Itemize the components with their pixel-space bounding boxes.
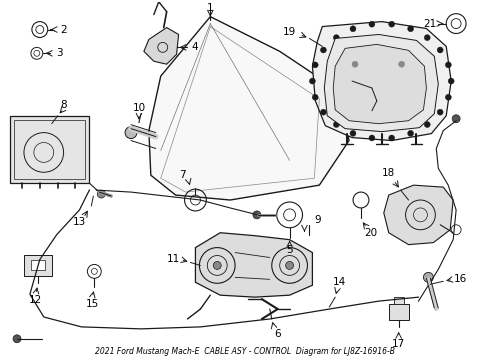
- Polygon shape: [149, 17, 349, 200]
- Text: 8: 8: [60, 100, 67, 110]
- Text: 17: 17: [392, 339, 405, 349]
- FancyBboxPatch shape: [393, 297, 404, 304]
- Text: 2: 2: [60, 24, 67, 35]
- Circle shape: [352, 61, 358, 67]
- Circle shape: [320, 109, 326, 115]
- Polygon shape: [324, 35, 438, 132]
- Text: 15: 15: [86, 299, 99, 309]
- FancyBboxPatch shape: [389, 304, 409, 320]
- Circle shape: [369, 21, 375, 27]
- Polygon shape: [196, 233, 313, 297]
- Circle shape: [286, 261, 294, 269]
- Circle shape: [320, 47, 326, 53]
- Text: 16: 16: [453, 274, 466, 284]
- FancyBboxPatch shape: [10, 116, 89, 183]
- Circle shape: [408, 26, 414, 32]
- FancyBboxPatch shape: [31, 261, 45, 270]
- Polygon shape: [313, 22, 451, 140]
- Circle shape: [445, 94, 451, 100]
- Circle shape: [437, 47, 443, 53]
- Circle shape: [399, 61, 405, 67]
- Circle shape: [213, 261, 221, 269]
- Polygon shape: [333, 44, 426, 124]
- Polygon shape: [384, 185, 453, 244]
- Circle shape: [424, 35, 430, 41]
- Text: 11: 11: [167, 255, 180, 265]
- Circle shape: [350, 26, 356, 32]
- Circle shape: [389, 21, 394, 27]
- Circle shape: [312, 62, 318, 68]
- Text: 19: 19: [283, 27, 296, 36]
- Circle shape: [424, 122, 430, 127]
- Circle shape: [452, 115, 460, 123]
- Text: 1: 1: [207, 3, 214, 13]
- Text: 7: 7: [179, 170, 186, 180]
- Circle shape: [125, 127, 137, 139]
- FancyBboxPatch shape: [24, 255, 52, 276]
- Circle shape: [13, 335, 21, 343]
- Circle shape: [312, 94, 318, 100]
- Circle shape: [389, 135, 394, 141]
- Text: 3: 3: [56, 48, 63, 58]
- Circle shape: [369, 135, 375, 141]
- Text: 5: 5: [286, 244, 293, 255]
- Circle shape: [408, 130, 414, 136]
- Circle shape: [437, 109, 443, 115]
- Text: 9: 9: [314, 215, 320, 225]
- Circle shape: [350, 130, 356, 136]
- Text: 2021 Ford Mustang Mach-E  CABLE ASY - CONTROL  Diagram for LJ8Z-16916-B: 2021 Ford Mustang Mach-E CABLE ASY - CON…: [95, 347, 395, 356]
- Circle shape: [445, 62, 451, 68]
- Text: 12: 12: [29, 295, 43, 305]
- Circle shape: [309, 78, 316, 84]
- Text: 10: 10: [132, 103, 146, 113]
- Circle shape: [333, 122, 340, 127]
- Text: 21: 21: [424, 19, 437, 28]
- Text: 13: 13: [73, 217, 86, 227]
- Circle shape: [333, 35, 340, 41]
- Text: 20: 20: [365, 228, 377, 238]
- Polygon shape: [144, 28, 178, 64]
- Text: 6: 6: [274, 329, 281, 339]
- Text: 18: 18: [382, 168, 395, 178]
- Circle shape: [423, 273, 433, 282]
- Circle shape: [253, 211, 261, 219]
- Circle shape: [448, 78, 454, 84]
- Circle shape: [98, 190, 105, 198]
- Text: 14: 14: [333, 277, 346, 287]
- Text: 4: 4: [191, 42, 198, 52]
